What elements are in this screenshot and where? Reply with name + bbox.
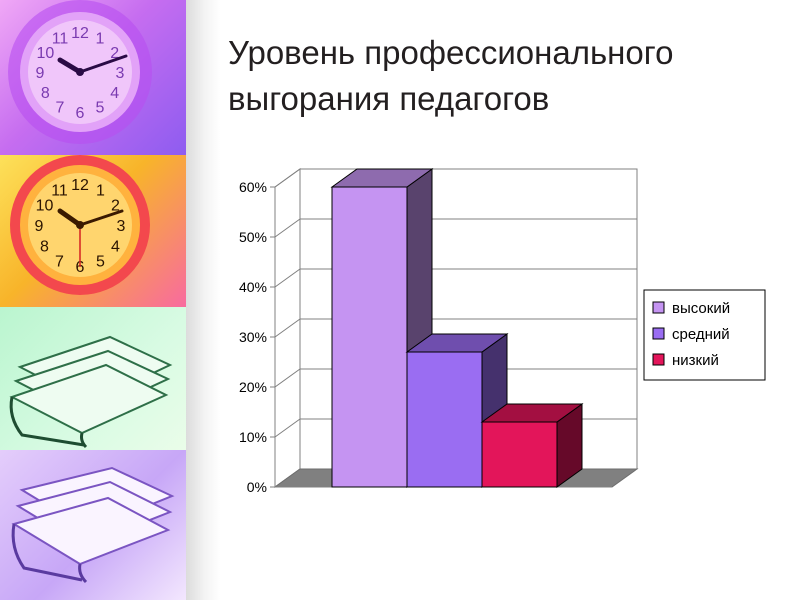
- legend-swatch: [652, 301, 665, 314]
- clock-number: 6: [76, 259, 85, 276]
- slide-title: Уровень профессионального выгорания педа…: [228, 30, 788, 122]
- gridline: [274, 218, 637, 238]
- orange-clock-panel: 12 1 2 3 4 5 6 7 8 9 10 11: [0, 155, 186, 307]
- legend-label: средний: [672, 326, 730, 343]
- clock-number: 9: [35, 218, 44, 235]
- y-tick-label: 0%: [247, 479, 267, 495]
- legend-swatch: [652, 327, 665, 340]
- clock-number: 1: [96, 30, 105, 47]
- clock-number: 10: [36, 45, 54, 62]
- y-tick-label: 30%: [239, 329, 267, 345]
- purple-papers-panel: [0, 450, 186, 600]
- clock-number: 3: [117, 218, 126, 235]
- clock-number: 4: [111, 239, 120, 256]
- legend-label: высокий: [672, 300, 730, 317]
- clock-number: 3: [116, 65, 125, 82]
- purple-clock-panel: 12 1 2 3 4 5 6 7 8 9 10 11: [0, 0, 186, 155]
- panel-shadow: [186, 0, 220, 600]
- clock-number: 10: [36, 198, 54, 215]
- paper-stack-icon: [11, 466, 175, 584]
- clock-number: 2: [110, 45, 119, 62]
- y-tick-label: 60%: [239, 179, 267, 195]
- y-tick-label: 20%: [239, 379, 267, 395]
- title-line-2: выгорания педагогов: [228, 80, 550, 117]
- y-tick-label: 10%: [239, 429, 267, 445]
- clock-number: 2: [111, 198, 120, 215]
- clock-number: 8: [40, 239, 49, 256]
- clock-number: 5: [96, 254, 105, 271]
- gridline: [274, 368, 637, 388]
- gridline: [274, 168, 637, 188]
- clock-number: 8: [41, 85, 50, 102]
- paper-stack-icon: [9, 335, 173, 449]
- clock-number: 9: [36, 65, 45, 82]
- clock-number: 5: [96, 100, 105, 117]
- clock-number: 7: [56, 100, 65, 117]
- clock-number: 6: [76, 105, 85, 122]
- clock-number: 7: [55, 254, 64, 271]
- clock-number: 12: [71, 177, 89, 194]
- green-papers-panel: [0, 307, 186, 450]
- legend-label: низкий: [672, 352, 719, 369]
- clock-number: 12: [71, 25, 89, 42]
- gridline: [274, 318, 637, 338]
- bar-front: [406, 351, 483, 488]
- y-tick-label: 50%: [239, 229, 267, 245]
- bar-3: [480, 403, 584, 488]
- decorative-image-strip: 12 1 2 3 4 5 6 7 8 9 10 11 12 1 2 3 4 5 6 7 8 9 10 11: [0, 0, 186, 600]
- legend-swatch: [652, 353, 665, 366]
- clock-number: 4: [110, 85, 119, 102]
- clock-number: 11: [52, 30, 69, 47]
- clock-number: 11: [51, 182, 68, 199]
- clock-number: 1: [96, 182, 105, 199]
- bar-front: [481, 421, 558, 488]
- title-line-1: Уровень профессионального: [228, 34, 674, 71]
- gridline: [274, 268, 637, 288]
- bar-front: [331, 186, 408, 488]
- y-tick-label: 40%: [239, 279, 267, 295]
